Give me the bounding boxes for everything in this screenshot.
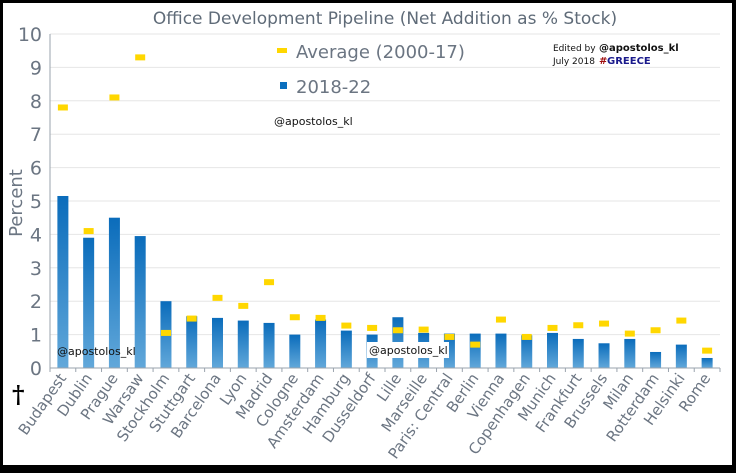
y-axis-label: Percent [6, 169, 27, 237]
dagger-symbol: † [12, 380, 25, 409]
legend: Average (2000-17) 2018-22 [277, 42, 465, 98]
y-tick-label: 5 [30, 191, 42, 213]
y-tick-label: 10 [18, 24, 42, 46]
average-marker-budapest [57, 104, 68, 111]
y-tick-label: 2 [30, 291, 42, 313]
bar-vienna [495, 333, 507, 368]
y-tick-label: 8 [30, 91, 42, 113]
bar-rotterdam [650, 351, 662, 368]
bar-prague [108, 217, 120, 368]
watermark-middle: @apostolos_kl [369, 344, 448, 357]
y-axis-ticks: 0 1 2 3 4 5 6 7 8 9 10 [18, 24, 42, 380]
average-marker-vienna [495, 316, 506, 323]
average-marker-milan [624, 330, 635, 337]
average-marker-stuttgart [186, 315, 197, 322]
watermark-top: @apostolos_kl [274, 115, 353, 128]
bar-dublin [83, 237, 95, 368]
average-marker-barcelona [212, 294, 223, 301]
legend-2018-22-label: 2018-22 [296, 77, 371, 98]
average-marker-marseille [418, 326, 429, 333]
watermark-middle-bg [367, 342, 449, 358]
bar-munich [547, 332, 558, 368]
edit-date: July 2018 [552, 57, 595, 67]
average-marker-rotterdam [650, 327, 661, 334]
y-tick-label: 3 [30, 258, 42, 280]
chart-svg: Office Development Pipeline (Net Additio… [6, 9, 721, 462]
average-marker-frankfurt [573, 322, 584, 329]
average-marker-brussels [599, 320, 610, 327]
average-marker-warsaw [135, 54, 146, 61]
average-marker-amsterdam [315, 314, 326, 321]
average-markers-series [57, 54, 713, 354]
y-tick-label: 1 [30, 325, 42, 347]
average-marker-lille [392, 327, 403, 334]
average-marker-cologne [289, 314, 300, 321]
bar-copenhagen [521, 335, 533, 368]
chart-frame: Office Development Pipeline (Net Additio… [3, 3, 732, 465]
x-axis-labels: BudapestDublinPragueWarsawStockholmStutt… [15, 369, 715, 462]
y-tick-label: 4 [30, 224, 42, 246]
edited-by-label: Edited by [553, 44, 596, 54]
average-marker-stockholm [160, 329, 171, 336]
average-marker-rome [702, 347, 713, 354]
legend-average-label: Average (2000-17) [296, 42, 465, 63]
gridlines [50, 33, 720, 336]
x-axis-ticks [49, 368, 721, 372]
bar-frankfurt [572, 338, 584, 368]
bar-barcelona [212, 317, 223, 368]
bar-paris-central [443, 333, 455, 368]
bar-warsaw [134, 236, 146, 368]
bar-budapest [57, 195, 69, 368]
bar-madrid [263, 322, 275, 368]
y-tick-label: 6 [30, 158, 42, 180]
average-marker-dublin [83, 228, 94, 235]
bar-rome [701, 357, 713, 368]
watermark-bottom-left: @apostolos_kl [57, 345, 136, 358]
edited-by-note: Edited by @apostolos_kl July 2018 # GREE… [552, 43, 679, 67]
y-tick-label: 9 [30, 57, 42, 79]
legend-average-marker [277, 48, 287, 53]
y-tick-label: 0 [30, 358, 42, 380]
average-marker-paris-central [444, 333, 455, 340]
chart-title: Office Development Pipeline (Net Additio… [153, 9, 617, 29]
legend-2018-22-marker [280, 82, 287, 89]
hashtag-hash: # [599, 56, 607, 67]
bar-milan [624, 338, 636, 368]
average-marker-dusseldorf [367, 324, 378, 331]
average-marker-lyon [238, 302, 249, 309]
bar-berlin [469, 333, 481, 368]
edited-by-handle: @apostolos_kl [599, 43, 679, 54]
average-marker-copenhagen [521, 333, 532, 340]
bar-hamburg [340, 330, 352, 368]
bar-amsterdam [315, 319, 327, 368]
average-marker-munich [547, 324, 558, 331]
average-marker-helsinki [676, 317, 687, 324]
bar-stuttgart [186, 316, 198, 368]
y-tick-label: 7 [30, 124, 42, 146]
bar-helsinki [675, 344, 687, 368]
average-marker-madrid [264, 279, 275, 286]
bar-lyon [237, 320, 249, 368]
bar-cologne [289, 334, 301, 368]
average-marker-berlin [470, 341, 481, 348]
average-marker-prague [109, 94, 120, 101]
average-marker-hamburg [341, 322, 352, 329]
bar-brussels [598, 343, 610, 368]
hashtag-word: GREECE [607, 56, 651, 67]
